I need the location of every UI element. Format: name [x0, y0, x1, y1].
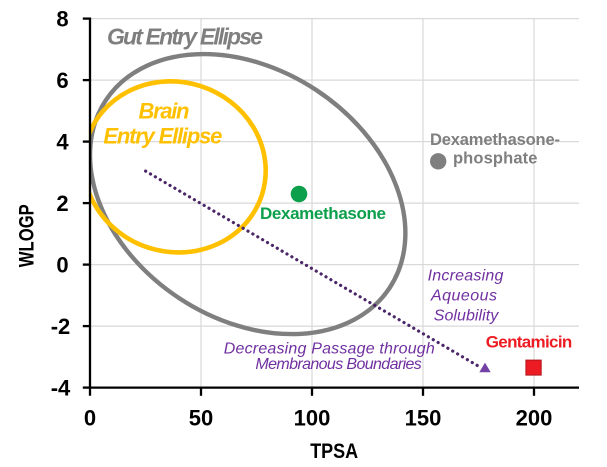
svg-text:WLOGP: WLOGP: [16, 204, 39, 267]
svg-text:Increasing: Increasing: [428, 268, 504, 285]
svg-text:-2: -2: [51, 314, 71, 339]
svg-text:Dexamethasone-: Dexamethasone-: [430, 131, 560, 149]
svg-text:6: 6: [56, 68, 68, 93]
svg-text:Solubility: Solubility: [434, 307, 500, 324]
svg-text:8: 8: [56, 7, 68, 32]
svg-text:Gentamicin: Gentamicin: [486, 332, 573, 351]
svg-text:2: 2: [56, 191, 68, 216]
svg-text:Brain: Brain: [139, 99, 190, 124]
svg-text:phosphate: phosphate: [453, 149, 538, 167]
svg-text:Aqueous: Aqueous: [430, 287, 497, 304]
svg-text:150: 150: [405, 405, 442, 430]
svg-text:Dexamethasone: Dexamethasone: [260, 204, 386, 223]
svg-text:TPSA: TPSA: [310, 440, 358, 463]
svg-text:100: 100: [294, 405, 331, 430]
svg-text:Entry Ellipse: Entry Ellipse: [103, 124, 222, 149]
svg-text:Membranous Boundaries: Membranous Boundaries: [255, 356, 421, 373]
svg-text:-4: -4: [51, 376, 71, 401]
svg-text:50: 50: [189, 405, 213, 430]
svg-text:Gut Entry Ellipse: Gut Entry Ellipse: [107, 23, 263, 49]
svg-text:4: 4: [56, 130, 69, 155]
svg-text:Decreasing Passage through: Decreasing Passage through: [224, 341, 435, 358]
svg-text:0: 0: [56, 253, 68, 278]
svg-text:0: 0: [84, 405, 96, 430]
svg-text:200: 200: [516, 405, 553, 430]
